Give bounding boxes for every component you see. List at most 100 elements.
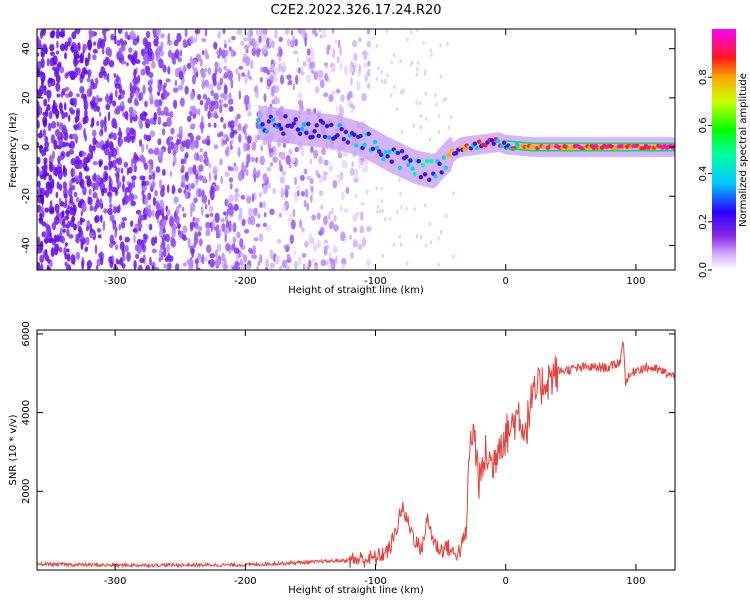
spectrogram-noise-cell bbox=[183, 42, 189, 48]
spectrogram-ridge-cell bbox=[276, 122, 282, 128]
spectrogram-noise-cell bbox=[399, 191, 402, 197]
spectrogram-ridge-cell bbox=[324, 123, 330, 129]
spectrogram-ridge-cell bbox=[295, 127, 301, 132]
spectrogram-ridge-cell bbox=[410, 166, 415, 171]
spectrogram-noise-cell bbox=[193, 36, 198, 44]
spectrogram-noise-cell bbox=[289, 234, 295, 245]
spectrogram-noise-cell bbox=[181, 174, 186, 184]
spectrogram-noise-cell bbox=[337, 178, 341, 184]
spectrogram-noise-cell bbox=[269, 208, 275, 216]
spectrogram-ridge-cell bbox=[447, 152, 453, 158]
spectrogram-noise-cell bbox=[62, 181, 67, 190]
spectrogram-noise-cell bbox=[132, 228, 138, 233]
spectrogram-noise-cell bbox=[303, 240, 309, 248]
spectrogram-noise-cell bbox=[278, 265, 283, 270]
spectrogram-noise-cell bbox=[234, 188, 239, 194]
spectrogram-ridge-cell bbox=[341, 136, 346, 142]
spectrogram-noise-cell bbox=[262, 201, 267, 209]
spectrogram-noise-cell bbox=[69, 106, 74, 113]
spectrogram-noise-cell bbox=[232, 222, 237, 233]
spectrogram-noise-cell bbox=[338, 104, 342, 114]
spectrogram-noise-cell bbox=[242, 56, 247, 63]
spectrogram-noise-cell bbox=[235, 68, 239, 75]
spectrogram-noise-cell bbox=[313, 149, 319, 159]
spectrogram-noise-cell bbox=[258, 35, 262, 44]
spectrogram-noise-cell bbox=[37, 166, 40, 177]
spectrogram-noise-cell bbox=[129, 82, 133, 93]
spectrogram-noise-cell bbox=[63, 202, 68, 209]
spectrogram-noise-cell bbox=[193, 241, 197, 249]
colorbar-tick-label: 0.4 bbox=[698, 166, 709, 182]
spectrogram-noise-cell bbox=[200, 205, 204, 216]
spectrogram-noise-cell bbox=[292, 50, 299, 55]
spectrogram-noise-cell bbox=[110, 33, 115, 41]
spectrogram-noise-cell bbox=[201, 190, 205, 198]
spectrogram-noise-cell bbox=[349, 65, 353, 74]
spectrogram-noise-cell bbox=[37, 156, 41, 165]
spectrogram-noise-cell bbox=[246, 135, 252, 144]
spectrogram-noise-cell bbox=[122, 90, 126, 96]
spectrogram-noise-cell bbox=[259, 201, 263, 209]
spectrogram-noise-cell bbox=[169, 170, 173, 178]
spectrogram-noise-cell bbox=[108, 182, 112, 192]
spectrogram-noise-cell bbox=[399, 242, 403, 247]
spectrogram-noise-cell bbox=[162, 218, 167, 227]
spectrogram-noise-cell bbox=[65, 151, 71, 158]
spectrogram-noise-cell bbox=[80, 210, 84, 217]
spectrogram-noise-cell bbox=[259, 155, 265, 166]
spectrogram-noise-cell bbox=[210, 104, 215, 112]
spectrogram-noise-cell bbox=[288, 148, 293, 155]
spectrogram-noise-cell bbox=[415, 100, 418, 105]
spectrogram-noise-cell bbox=[384, 80, 387, 85]
spectrogram-noise-cell bbox=[148, 148, 154, 155]
spectrogram-noise-cell bbox=[37, 110, 40, 116]
spectrogram-noise-cell bbox=[75, 251, 80, 260]
spectrogram-y-tick-label: 40 bbox=[21, 42, 32, 55]
spectrogram-noise-cell bbox=[201, 139, 207, 144]
spectrogram-noise-cell bbox=[279, 152, 285, 161]
spectrogram-noise-cell bbox=[38, 43, 43, 49]
spectrogram-noise-cell bbox=[69, 179, 73, 189]
spectrogram-noise-cell bbox=[148, 163, 152, 174]
spectrogram-noise-cell bbox=[340, 263, 346, 270]
spectrogram-noise-cell bbox=[310, 190, 315, 196]
spectrogram-noise-cell bbox=[237, 213, 243, 221]
spectrogram-noise-cell bbox=[383, 216, 387, 222]
spectrogram-noise-cell bbox=[105, 143, 109, 149]
spectrogram-noise-cell bbox=[311, 29, 317, 35]
spectrogram-noise-cell bbox=[213, 122, 217, 129]
spectrogram-noise-cell bbox=[91, 145, 96, 151]
spectrogram-noise-cell bbox=[294, 38, 299, 47]
spectrogram-noise-cell bbox=[311, 258, 317, 264]
spectrogram-noise-cell bbox=[64, 72, 69, 79]
spectrogram-noise-cell bbox=[121, 45, 126, 52]
spectrogram-noise-cell bbox=[219, 131, 224, 137]
spectrogram-noise-cell bbox=[154, 99, 160, 108]
spectrogram-noise-cell bbox=[52, 150, 56, 160]
spectrogram-noise-cell bbox=[228, 105, 234, 112]
spectrogram-ridge-edge bbox=[505, 140, 675, 145]
spectrogram-noise-cell bbox=[316, 239, 322, 249]
spectrogram-noise-cell bbox=[234, 116, 239, 124]
spectrogram-noise-cell bbox=[416, 66, 419, 71]
spectrogram-noise-cell bbox=[80, 71, 85, 80]
spectrogram-noise-cell bbox=[101, 48, 105, 55]
spectrogram-noise-cell bbox=[82, 43, 88, 51]
spectrogram-noise-cell bbox=[165, 78, 171, 83]
spectrogram-noise-cell bbox=[103, 208, 108, 214]
spectrogram-noise-cell bbox=[207, 67, 212, 75]
spectrogram-noise-cell bbox=[411, 60, 414, 65]
spectrogram-noise-cell bbox=[316, 212, 321, 220]
spectrogram-noise-cell bbox=[350, 108, 354, 114]
spectrogram-noise-cell bbox=[274, 85, 280, 93]
spectrogram-noise-cell bbox=[298, 103, 304, 111]
spectrogram-ridge-cell bbox=[291, 121, 296, 126]
spectrogram-noise-cell bbox=[98, 252, 103, 258]
spectrogram-noise-cell bbox=[170, 127, 175, 135]
spectrogram-noise-cell bbox=[126, 197, 130, 203]
spectrogram-noise-cell bbox=[279, 48, 283, 57]
spectrogram-noise-cell bbox=[366, 40, 371, 48]
spectrogram-noise-cell bbox=[234, 260, 240, 269]
spectrogram-noise-cell bbox=[353, 178, 359, 183]
spectrogram-noise-cell bbox=[176, 138, 180, 146]
